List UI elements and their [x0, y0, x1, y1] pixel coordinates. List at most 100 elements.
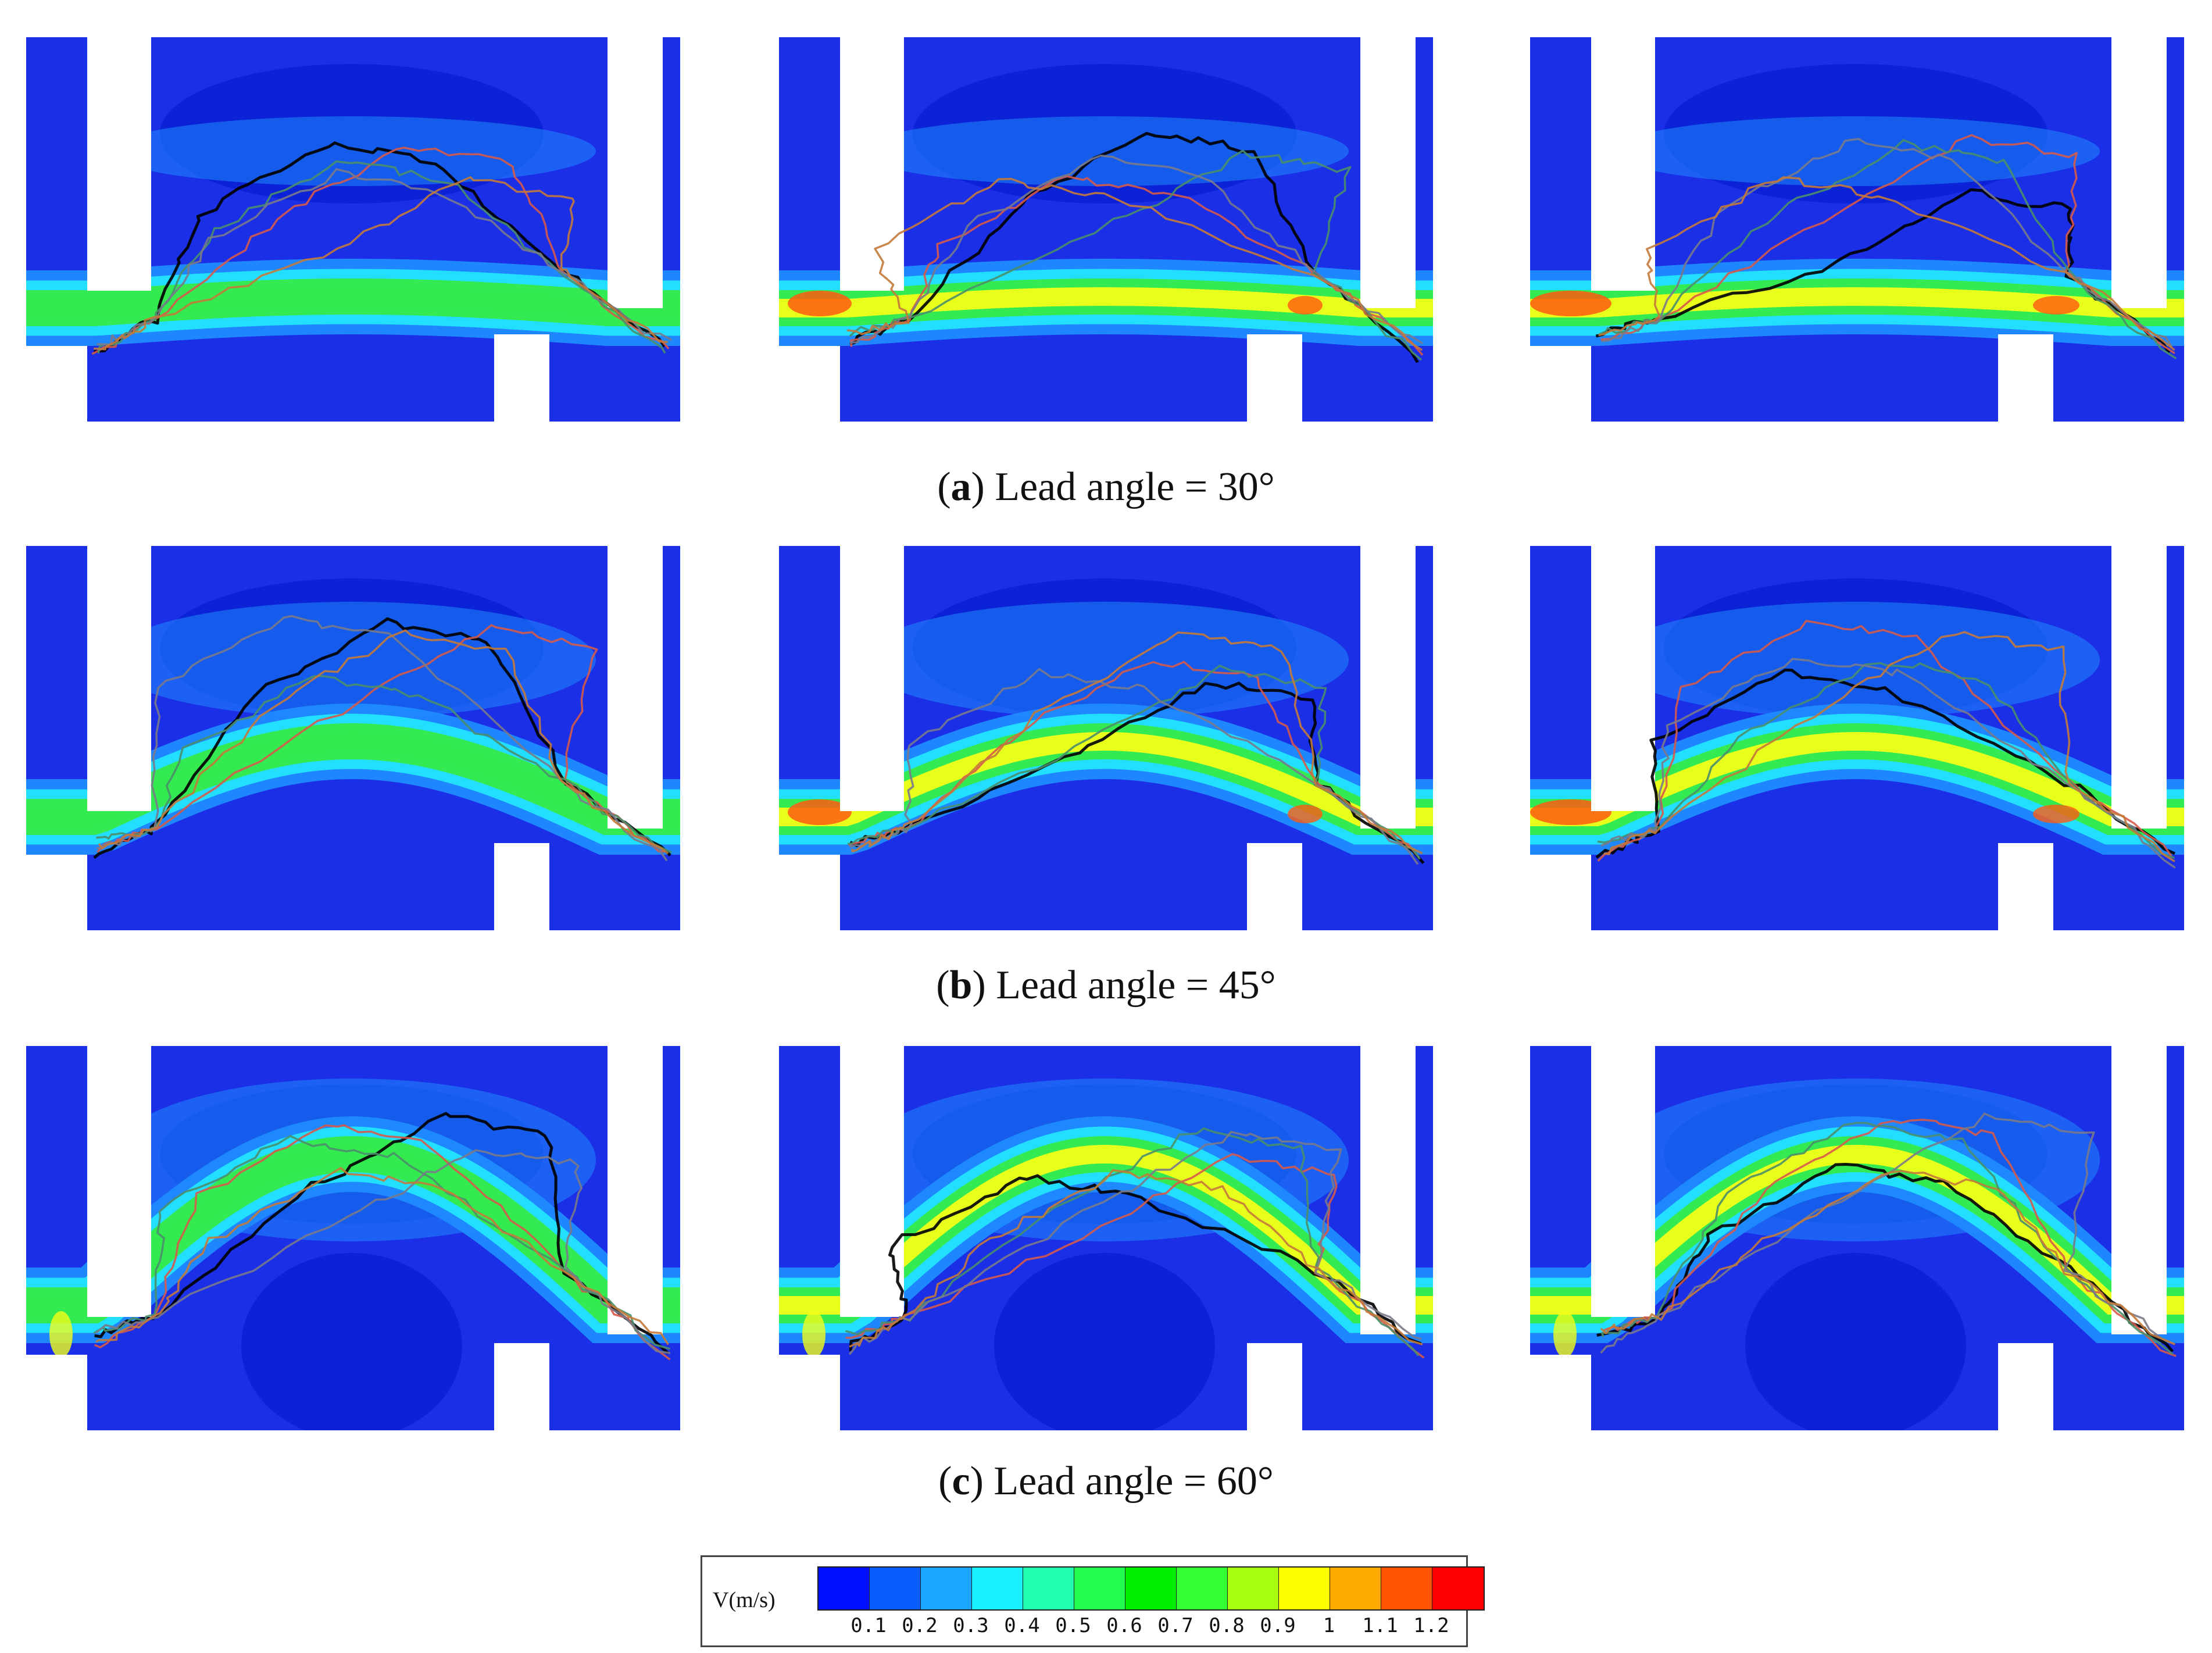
- baffle-bottom-right: [1998, 843, 2053, 930]
- legend-tick-spacer: [817, 1614, 843, 1637]
- hot-spot: [1530, 291, 1611, 316]
- baffle-top-right: [1360, 35, 1416, 308]
- baffle-top-left: [840, 35, 904, 291]
- particle-trajectory: [98, 629, 669, 855]
- baffle-top-right: [2111, 544, 2167, 829]
- upper-band: [1611, 602, 2100, 718]
- top-edge-gap: [779, 544, 1433, 546]
- particle-trajectory: [851, 631, 1423, 855]
- particle-trajectory: [95, 1149, 671, 1354]
- top-edge-gap: [1530, 35, 2184, 37]
- legend-swatch: [1074, 1568, 1125, 1609]
- legend-tick-label: 0.8: [1209, 1614, 1245, 1637]
- baffle-top-left: [840, 1044, 904, 1317]
- legend-tick-label: 0.4: [1004, 1614, 1040, 1637]
- baffle-bottom-right: [1247, 1343, 1302, 1430]
- central-vortex: [1745, 1253, 1966, 1430]
- flow-field-plot: [779, 544, 1433, 930]
- caption-a-label: a: [950, 465, 971, 509]
- legend-tick-label: 0.1: [851, 1614, 887, 1637]
- stream-band: [779, 287, 1433, 317]
- lead-60-panel-1: [26, 1044, 680, 1430]
- lead-30-panel-2: [779, 35, 1433, 422]
- baffle-bottom-right: [1998, 1343, 2053, 1430]
- particle-trajectory: [1600, 1170, 2175, 1345]
- baffle-bottom-left: [26, 346, 87, 422]
- baffle-bottom-right: [494, 843, 549, 930]
- particle-trajectory: [95, 1167, 669, 1345]
- baffle-bottom-left: [26, 855, 87, 930]
- top-edge-gap: [779, 1044, 1433, 1046]
- baffle-bottom-right: [1247, 843, 1302, 930]
- upper-band: [860, 602, 1349, 718]
- baffle-top-left: [87, 1044, 151, 1317]
- baffle-top-right: [608, 1044, 663, 1334]
- upper-band: [108, 116, 596, 186]
- hot-spot: [2033, 296, 2079, 315]
- hot-spot: [1553, 1311, 1577, 1358]
- legend-title: V(m/s): [713, 1588, 776, 1612]
- particle-trajectory: [849, 1169, 1423, 1348]
- baffle-bottom-right: [1247, 334, 1302, 422]
- legend-tick-label: 1: [1323, 1614, 1335, 1637]
- particle-trajectory: [848, 665, 1421, 860]
- baffle-bottom-left: [26, 1355, 87, 1430]
- baffle-top-right: [2111, 1044, 2167, 1334]
- legend-swatch: [921, 1568, 972, 1609]
- flow-field-plot: [26, 35, 680, 422]
- baffle-top-left: [1591, 1044, 1655, 1317]
- particle-trajectory: [97, 168, 673, 346]
- baffle-top-right: [1360, 1044, 1416, 1334]
- particle-trajectory: [850, 154, 1424, 345]
- caption-b-label: b: [949, 963, 973, 1008]
- caption-b-text: ) Lead angle = 45°: [972, 963, 1276, 1008]
- legend-swatch: [1228, 1568, 1279, 1609]
- particle-trajectory: [846, 177, 1423, 351]
- legend-swatch: [972, 1568, 1023, 1609]
- baffle-top-right: [1360, 544, 1416, 829]
- legend-tick-label: 0.6: [1106, 1614, 1142, 1637]
- central-vortex: [994, 1253, 1215, 1430]
- legend-tick-label: 1.2: [1413, 1614, 1449, 1637]
- legend-tick-label: 1.1: [1362, 1614, 1398, 1637]
- particle-trajectory: [1601, 138, 2173, 348]
- flow-field-plot: [26, 544, 680, 930]
- lead-45-panel-2: [779, 544, 1433, 930]
- lead-60-panel-3: [1530, 1044, 2184, 1430]
- caption-a-text: ) Lead angle = 30°: [971, 465, 1275, 509]
- legend-color-bar: [817, 1566, 1485, 1611]
- top-edge-gap: [26, 35, 680, 37]
- baffle-top-left: [87, 35, 151, 291]
- baffle-top-right: [608, 35, 663, 308]
- top-edge-gap: [1530, 1044, 2184, 1046]
- particle-trajectory: [1600, 658, 2176, 869]
- particle-trajectory: [94, 176, 668, 351]
- baffle-bottom-left: [779, 346, 840, 422]
- baffle-top-left: [840, 544, 904, 811]
- legend-swatch: [1125, 1568, 1177, 1609]
- particle-trajectory: [1598, 176, 2175, 351]
- top-edge-gap: [26, 1044, 680, 1046]
- legend-swatch: [1432, 1568, 1484, 1609]
- particle-trajectory: [849, 149, 1423, 361]
- flow-field-plot: [1530, 35, 2184, 422]
- legend-tick-label: 0.5: [1055, 1614, 1091, 1637]
- lead-30-panel-3: [1530, 35, 2184, 422]
- baffle-bottom-left: [779, 1355, 840, 1430]
- hot-spot: [788, 291, 852, 316]
- stream-band: [26, 287, 680, 317]
- legend-tick-label: 0.9: [1260, 1614, 1296, 1637]
- legend-swatch: [1330, 1568, 1381, 1609]
- top-edge-gap: [1530, 544, 2184, 546]
- hot-spot: [1288, 805, 1323, 823]
- baffle-bottom-left: [779, 855, 840, 930]
- particle-trajectory: [93, 1135, 670, 1350]
- flow-field-plot: [779, 35, 1433, 422]
- lead-45-panel-3: [1530, 544, 2184, 930]
- caption-a: (a) Lead angle = 30°: [937, 465, 1275, 509]
- caption-c-label: c: [952, 1459, 970, 1504]
- legend-swatch: [1381, 1568, 1432, 1609]
- upper-band: [860, 116, 1349, 186]
- caption-c: (c) Lead angle = 60°: [938, 1459, 1274, 1504]
- stream-band: [26, 279, 680, 326]
